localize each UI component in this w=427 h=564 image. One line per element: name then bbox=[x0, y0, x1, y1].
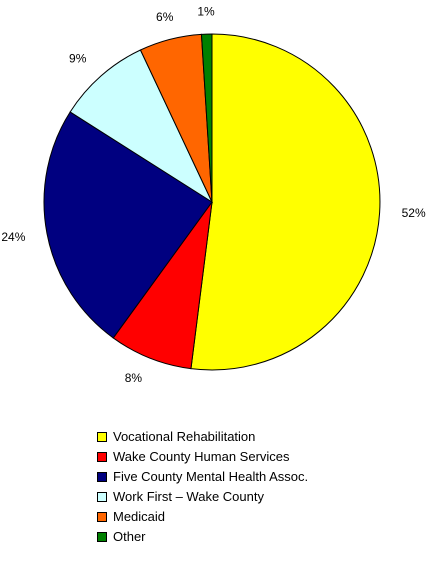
pie-slice bbox=[69, 49, 214, 204]
legend-swatch bbox=[97, 532, 107, 542]
legend-label: Vocational Rehabilitation bbox=[113, 429, 256, 444]
pie-slices bbox=[43, 33, 381, 371]
legend-swatch bbox=[97, 472, 107, 482]
legend-item: Vocational Rehabilitation bbox=[97, 427, 308, 447]
pie-chart: 52% 8% 24% 9% 6% 1% bbox=[1, 4, 426, 385]
legend-item: Other bbox=[97, 527, 308, 547]
legend-swatch bbox=[97, 432, 107, 442]
slice-value-label: 1% bbox=[197, 4, 215, 18]
slice-value-label: 6% bbox=[156, 10, 174, 24]
legend-swatch bbox=[97, 512, 107, 522]
legend-label: Medicaid bbox=[113, 509, 166, 524]
legend-label: Wake County Human Services bbox=[113, 449, 290, 464]
slice-value-label: 9% bbox=[69, 52, 87, 66]
slice-value-label: 52% bbox=[402, 206, 426, 220]
legend-item: Medicaid bbox=[97, 507, 308, 527]
pie-slice bbox=[43, 111, 213, 339]
slice-value-label: 24% bbox=[1, 230, 25, 244]
pie-slice bbox=[190, 33, 381, 371]
legend-label: Five County Mental Health Assoc. bbox=[113, 469, 309, 484]
pie-slice bbox=[200, 33, 213, 203]
legend-item: Five County Mental Health Assoc. bbox=[97, 467, 308, 487]
chart-legend: Vocational Rehabilitation Wake County Hum… bbox=[97, 427, 308, 547]
legend-swatch bbox=[97, 492, 107, 502]
legend-label: Other bbox=[113, 529, 146, 544]
legend-swatch bbox=[97, 452, 107, 462]
slice-value-label: 8% bbox=[125, 371, 143, 385]
legend-item: Work First – Wake County bbox=[97, 487, 308, 507]
legend-label: Work First – Wake County bbox=[113, 489, 264, 504]
legend-item: Wake County Human Services bbox=[97, 447, 308, 467]
pie-value-labels: 52% 8% 24% 9% 6% 1% bbox=[1, 4, 426, 385]
